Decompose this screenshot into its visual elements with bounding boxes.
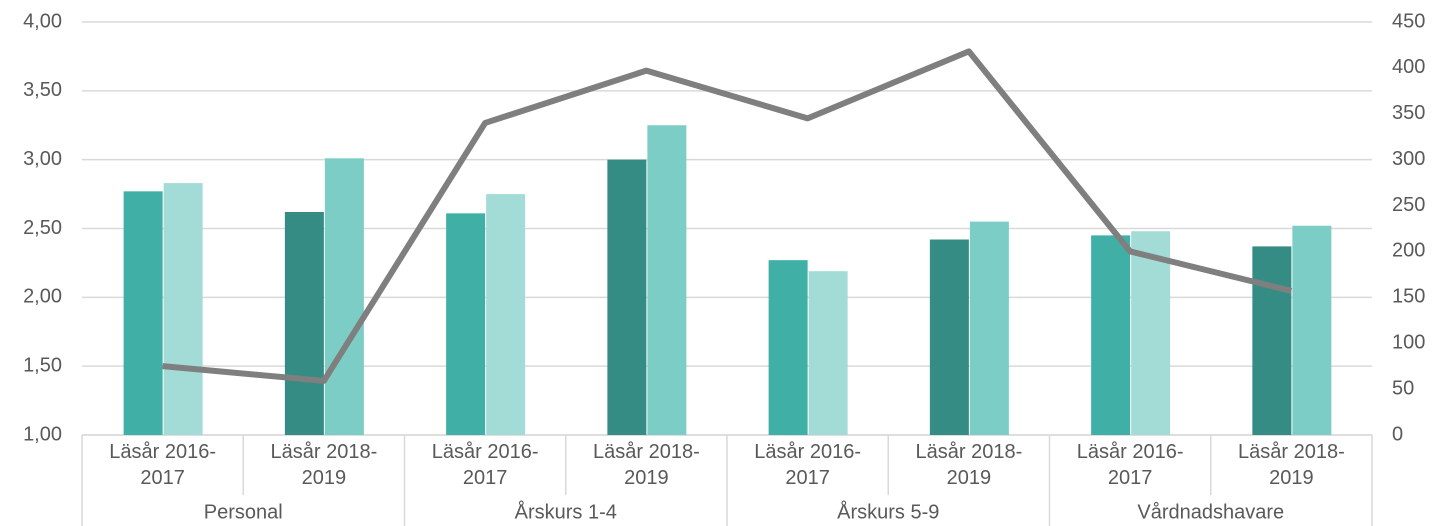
- bar: [123, 191, 163, 435]
- x-tick-label: Läsår 2016-2017: [1077, 441, 1184, 489]
- y-tick-label: 4,00: [23, 10, 62, 32]
- y-tick-label: 2,00: [23, 286, 62, 308]
- bar: [1091, 235, 1131, 435]
- bar: [1292, 225, 1332, 435]
- y2-tick-label: 0: [1392, 423, 1403, 445]
- y2-tick-label: 50: [1392, 377, 1414, 399]
- y2-tick-label: 200: [1392, 240, 1425, 262]
- bar: [808, 271, 848, 435]
- x-tick-label: Läsår 2018-2019: [1238, 441, 1345, 489]
- bar: [1131, 231, 1171, 435]
- y2-tick-label: 250: [1392, 194, 1425, 216]
- x-tick-label: Läsår 2018-2019: [593, 441, 700, 489]
- y-tick-label: 1,00: [23, 423, 62, 445]
- x-tick-label: Läsår 2016-2017: [109, 441, 216, 489]
- y-tick-label: 1,50: [23, 354, 62, 376]
- bar: [486, 194, 526, 435]
- group-label: Personal: [204, 501, 283, 523]
- bar: [163, 183, 203, 435]
- x-tick-label: Läsår 2018-2019: [271, 441, 378, 489]
- y2-tick-label: 450: [1392, 10, 1425, 32]
- x-tick-label: Läsår 2016-2017: [754, 441, 861, 489]
- bar: [607, 159, 647, 435]
- bar: [1252, 246, 1292, 435]
- y-tick-label: 3,00: [23, 148, 62, 170]
- bar: [284, 211, 324, 435]
- bar: [768, 260, 808, 435]
- line-series: [162, 48, 1293, 384]
- y-tick-label: 3,50: [23, 79, 62, 101]
- y2-tick-label: 400: [1392, 56, 1425, 78]
- x-tick-label: Läsår 2016-2017: [432, 441, 539, 489]
- y2-tick-label: 300: [1392, 148, 1425, 170]
- bar: [969, 221, 1009, 435]
- bar: [324, 158, 364, 436]
- group-label: Årskurs 5-9: [837, 500, 939, 523]
- group-label: Vårdnadshavare: [1137, 501, 1284, 523]
- y2-tick-label: 150: [1392, 286, 1425, 308]
- x-tick-label: Läsår 2018-2019: [916, 441, 1023, 489]
- y2-tick-label: 100: [1392, 332, 1425, 354]
- group-label: Årskurs 1-4: [515, 500, 617, 523]
- y-tick-label: 2,50: [23, 217, 62, 239]
- bar: [929, 239, 969, 435]
- bar: [446, 213, 486, 435]
- bar: [647, 125, 687, 435]
- y2-tick-label: 350: [1392, 102, 1425, 124]
